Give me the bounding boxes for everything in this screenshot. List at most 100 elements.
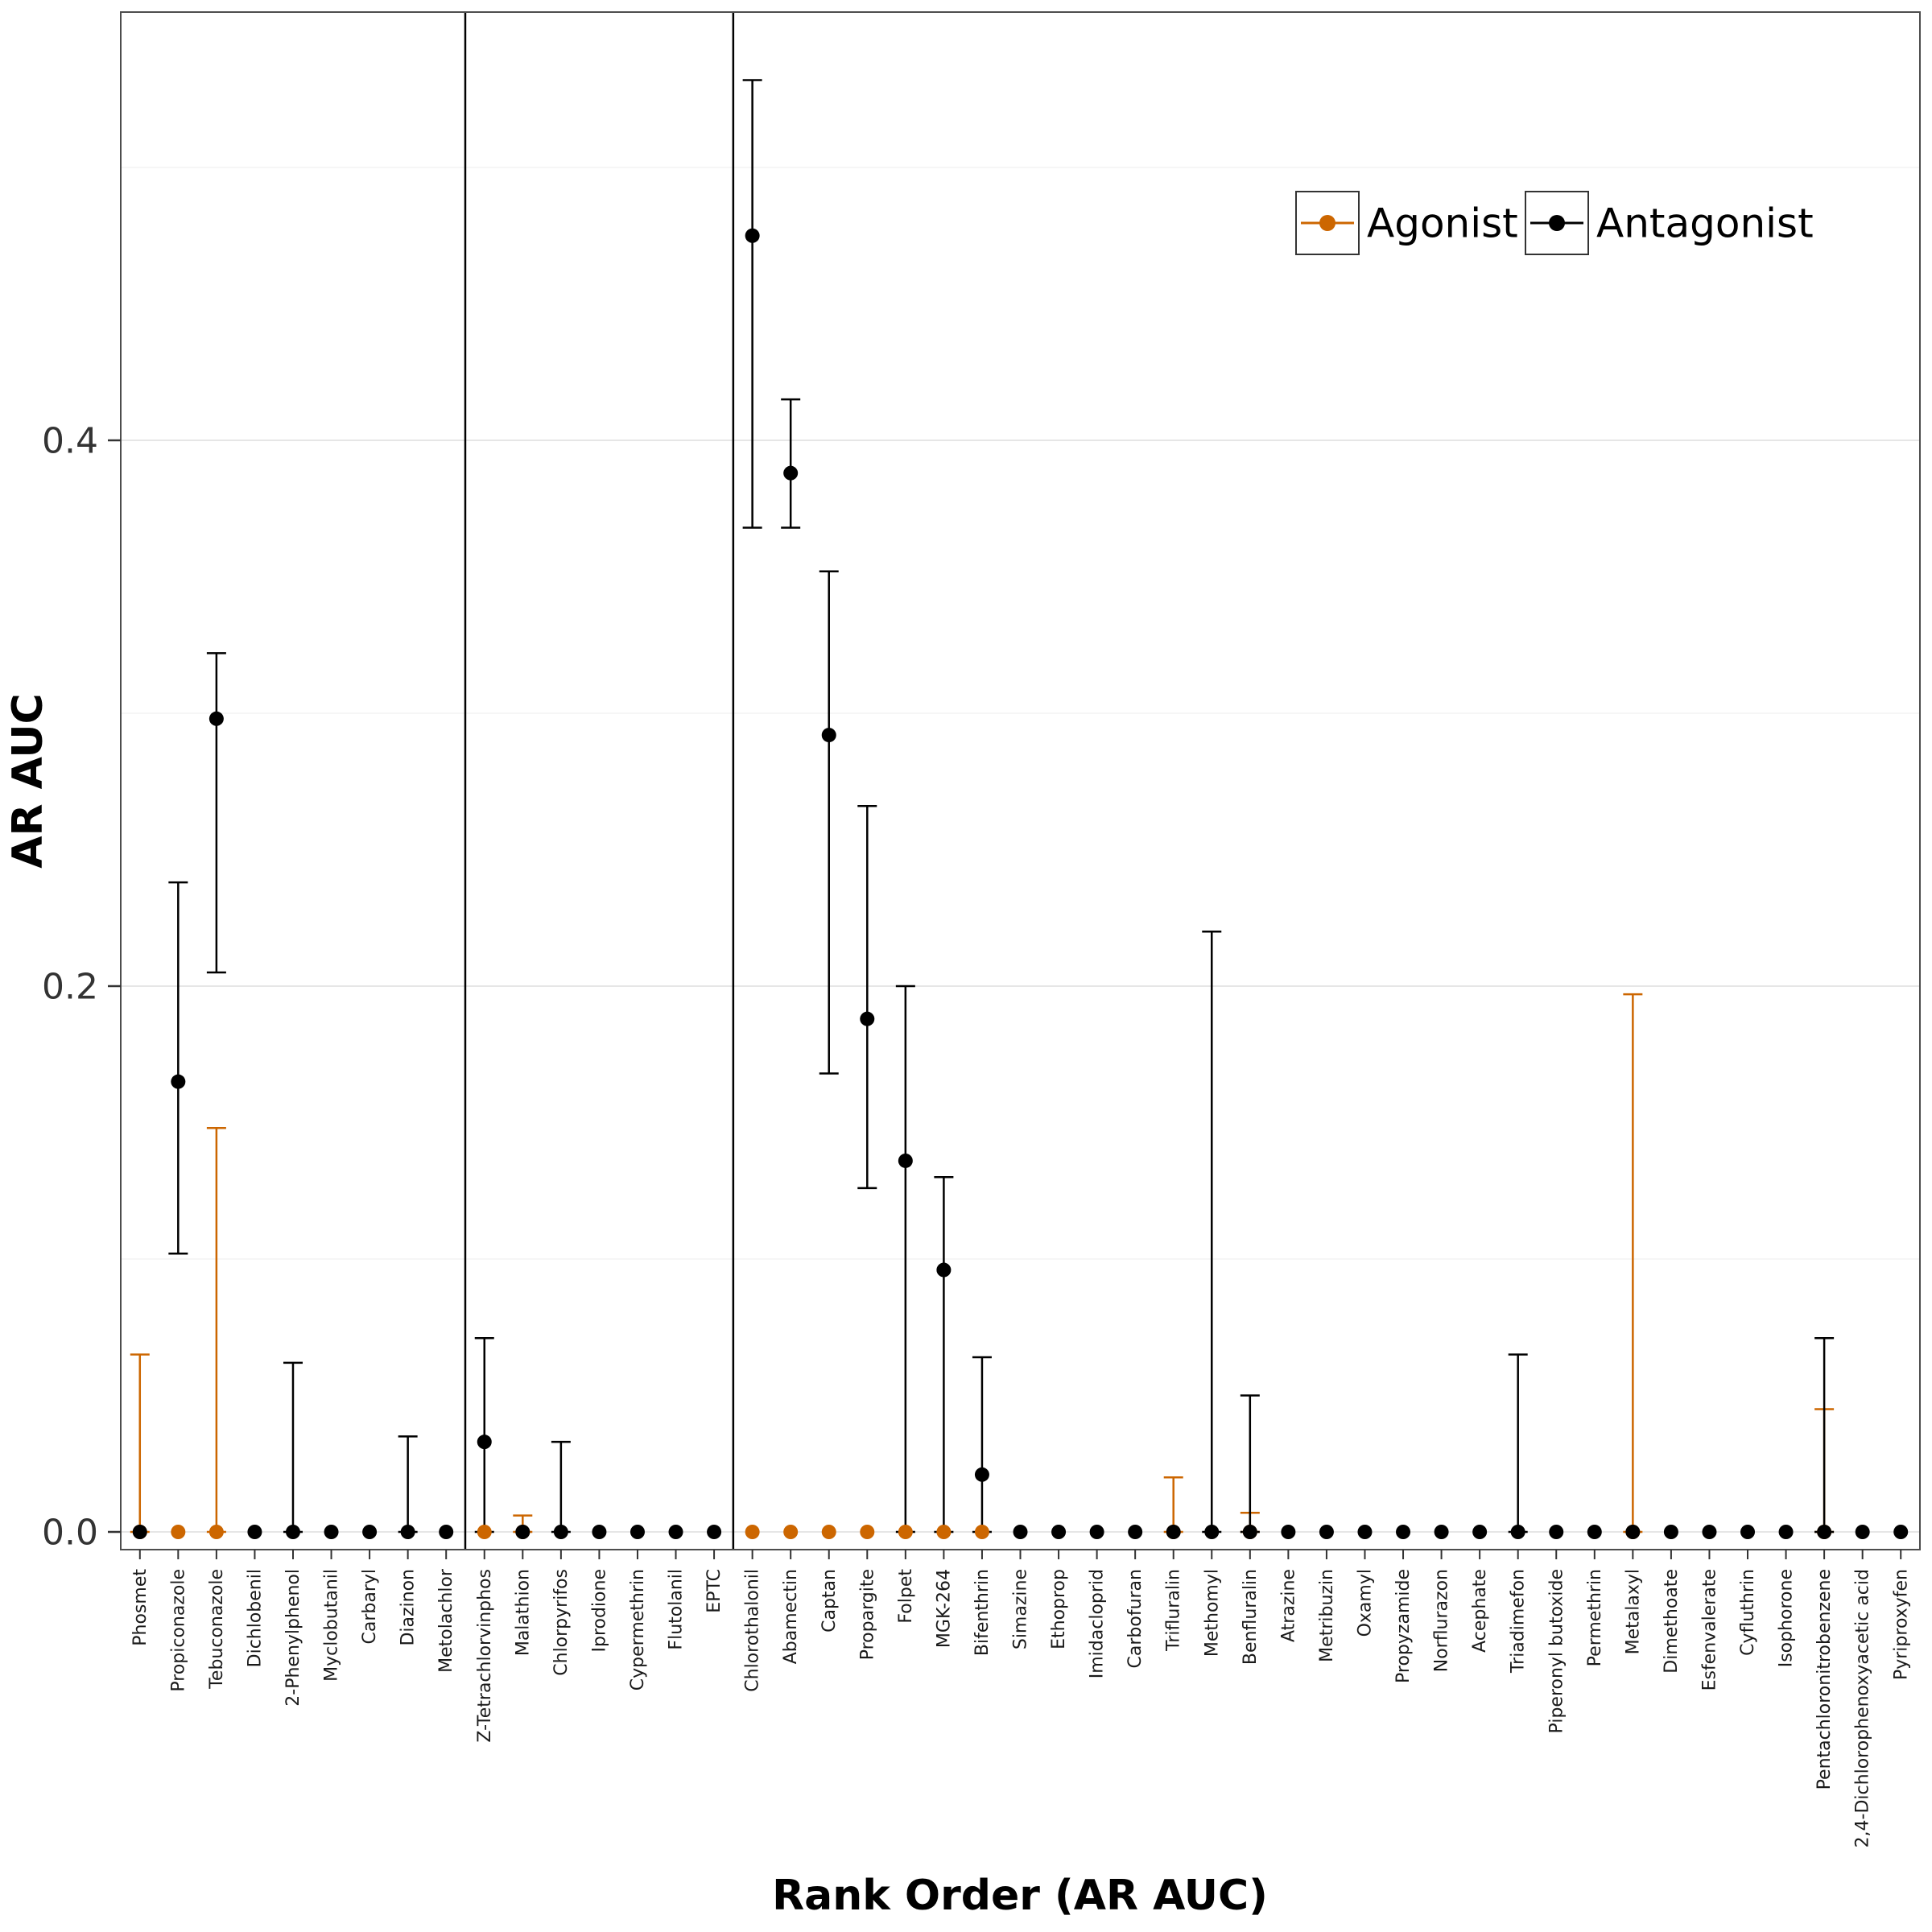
antagonist-point xyxy=(362,1525,378,1539)
antagonist-point xyxy=(515,1525,530,1539)
antagonist-point xyxy=(1434,1525,1449,1539)
x-tick-label: Dichlobenil xyxy=(245,1569,265,1667)
antagonist-point xyxy=(1204,1525,1220,1539)
antagonist-point xyxy=(324,1525,339,1539)
antagonist-point xyxy=(400,1525,415,1539)
antagonist-point xyxy=(1510,1525,1525,1539)
x-tick-label: Myclobutanil xyxy=(322,1569,342,1682)
antagonist-point xyxy=(1281,1525,1296,1539)
antagonist-point xyxy=(1778,1525,1794,1539)
x-tick-label: Benfluralin xyxy=(1241,1569,1261,1665)
antagonist-point xyxy=(1128,1525,1143,1539)
x-tick-label: Tebuconazole xyxy=(207,1569,227,1690)
x-tick-label: Carbofuran xyxy=(1125,1569,1146,1668)
x-axis-title: Rank Order (AR AUC) xyxy=(772,1872,1268,1920)
y-axis-title: AR AUC xyxy=(4,693,52,868)
antagonist-point xyxy=(247,1525,262,1539)
agonist-point xyxy=(898,1525,913,1539)
legend-key-point xyxy=(1319,215,1335,231)
x-tick-label: Chlorothalonil xyxy=(743,1569,763,1692)
antagonist-point xyxy=(1051,1525,1067,1539)
x-tick-label: MGK-264 xyxy=(934,1569,954,1648)
x-tick-label: EPTC xyxy=(704,1569,724,1613)
antagonist-point xyxy=(1089,1525,1104,1539)
x-tick-label: Metribuzin xyxy=(1317,1569,1337,1662)
antagonist-point xyxy=(898,1153,913,1168)
x-tick-label: Malathion xyxy=(513,1569,533,1656)
y-tick-label: 0.0 xyxy=(42,1512,98,1553)
antagonist-point xyxy=(1855,1525,1870,1539)
x-tick-label: Triadimefon xyxy=(1509,1569,1529,1674)
x-tick-label: Abamectin xyxy=(781,1569,801,1664)
antagonist-point xyxy=(1357,1525,1373,1539)
antagonist-point xyxy=(1242,1525,1257,1539)
x-tick-label: Acephate xyxy=(1470,1569,1490,1653)
antagonist-point xyxy=(1740,1525,1756,1539)
x-tick-label: 2,4-Dichlorophenoxyacetic acid xyxy=(1853,1569,1873,1847)
antagonist-point xyxy=(707,1525,722,1539)
agonist-point xyxy=(974,1525,989,1539)
antagonist-point xyxy=(1549,1525,1564,1539)
x-tick-label: Pentachloronitrobenzene xyxy=(1814,1569,1835,1790)
agonist-point xyxy=(936,1525,952,1539)
antagonist-point xyxy=(477,1435,492,1450)
antagonist-point xyxy=(1166,1525,1181,1539)
x-tick-label: Bifenthrin xyxy=(972,1569,993,1656)
antagonist-point xyxy=(974,1467,989,1482)
x-tick-label: Propargite xyxy=(857,1569,877,1660)
x-tick-label: Chlorpyrifos xyxy=(551,1569,572,1676)
x-tick-label: Carbaryl xyxy=(360,1569,380,1645)
antagonist-point xyxy=(171,1074,186,1089)
x-tick-label: Captan xyxy=(819,1569,840,1633)
x-tick-label: Propyzamide xyxy=(1393,1569,1414,1683)
agonist-point xyxy=(208,1525,224,1539)
x-tick-label: Pyriproxyfen xyxy=(1891,1569,1911,1680)
antagonist-point xyxy=(208,711,224,726)
x-tick-label: Cyfluthrin xyxy=(1738,1569,1758,1656)
antagonist-point xyxy=(745,228,760,243)
x-tick-label: Folpet xyxy=(896,1569,916,1624)
x-tick-label: 2-Phenylphenol xyxy=(283,1569,303,1707)
antagonist-point xyxy=(1702,1525,1717,1539)
x-tick-label: Norflurazon xyxy=(1432,1569,1452,1672)
x-tick-label: Isophorone xyxy=(1777,1569,1797,1667)
antagonist-point xyxy=(553,1525,568,1539)
antagonist-point xyxy=(1013,1525,1028,1539)
y-tick-label: 0.4 xyxy=(42,420,98,461)
x-tick-label: Dimethoate xyxy=(1662,1569,1682,1674)
agonist-point xyxy=(783,1525,799,1539)
x-tick-label: Oxamyl xyxy=(1356,1569,1376,1637)
x-tick-label: Diazinon xyxy=(398,1569,419,1646)
antagonist-point xyxy=(1472,1525,1488,1539)
antagonist-point xyxy=(783,465,799,481)
agonist-point xyxy=(860,1525,875,1539)
x-tick-label: Esfenvalerate xyxy=(1699,1569,1719,1690)
legend-label-antagonist: Antagonist xyxy=(1596,200,1814,247)
antagonist-point xyxy=(630,1525,645,1539)
antagonist-point xyxy=(1625,1525,1641,1539)
agonist-point xyxy=(745,1525,760,1539)
x-tick-label: Flutolanil xyxy=(667,1569,687,1650)
antagonist-point xyxy=(1817,1525,1832,1539)
x-tick-label: Phosmet xyxy=(130,1569,151,1646)
x-tick-label: Atrazine xyxy=(1278,1569,1298,1642)
x-tick-label: Piperonyl butoxide xyxy=(1546,1569,1567,1733)
x-tick-label: Imidacloprid xyxy=(1088,1569,1108,1678)
agonist-point xyxy=(171,1525,186,1539)
antagonist-point xyxy=(821,728,836,743)
legend-label-agonist: Agonist xyxy=(1367,200,1518,247)
antagonist-point xyxy=(285,1525,300,1539)
antagonist-point xyxy=(592,1525,607,1539)
antagonist-point xyxy=(439,1525,454,1539)
agonist-point xyxy=(821,1525,836,1539)
x-tick-label: Trifluralin xyxy=(1164,1569,1184,1652)
antagonist-point xyxy=(860,1011,875,1026)
antagonist-point xyxy=(1893,1525,1909,1539)
antagonist-point xyxy=(1396,1525,1411,1539)
x-tick-label: Metolachlor xyxy=(436,1568,456,1673)
antagonist-point xyxy=(668,1525,683,1539)
antagonist-point xyxy=(1319,1525,1334,1539)
x-tick-label: Metalaxyl xyxy=(1623,1569,1643,1654)
